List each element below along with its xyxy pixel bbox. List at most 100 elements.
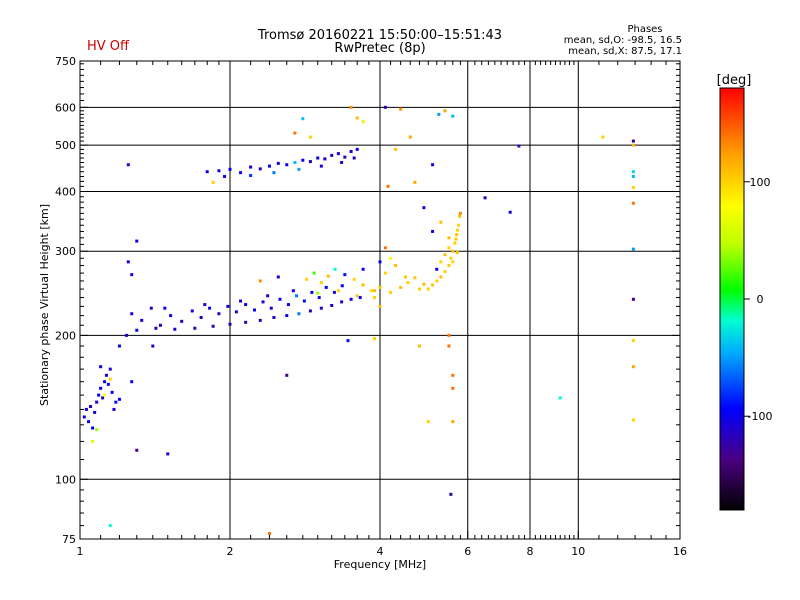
data-point bbox=[417, 344, 421, 348]
data-point bbox=[312, 271, 316, 275]
data-point bbox=[631, 143, 635, 147]
x-tick-label: 2 bbox=[227, 545, 234, 558]
x-tick-label: 16 bbox=[673, 545, 687, 558]
data-point bbox=[84, 407, 88, 411]
data-point bbox=[453, 241, 457, 245]
data-point bbox=[226, 304, 230, 308]
x-tick-label: 10 bbox=[571, 545, 585, 558]
data-point bbox=[631, 247, 635, 251]
data-point bbox=[458, 214, 462, 218]
data-point bbox=[389, 290, 393, 294]
data-point bbox=[417, 287, 421, 291]
data-point bbox=[431, 229, 435, 233]
data-point bbox=[439, 275, 443, 279]
data-point bbox=[228, 322, 232, 326]
data-point bbox=[217, 312, 221, 316]
data-point bbox=[517, 144, 521, 148]
data-point bbox=[154, 326, 158, 330]
data-point bbox=[330, 153, 334, 157]
data-point bbox=[383, 271, 387, 275]
y-tick-label: 75 bbox=[62, 533, 76, 546]
data-point bbox=[451, 260, 455, 264]
data-point bbox=[239, 171, 243, 175]
data-point bbox=[631, 201, 635, 205]
data-point bbox=[422, 206, 426, 210]
data-point bbox=[130, 312, 134, 316]
data-point bbox=[97, 393, 101, 397]
data-point bbox=[82, 415, 86, 419]
data-point bbox=[403, 275, 407, 279]
data-point bbox=[631, 174, 635, 178]
data-point bbox=[305, 277, 309, 281]
data-point bbox=[308, 135, 312, 139]
data-point bbox=[103, 393, 107, 397]
x-tick-label: 4 bbox=[377, 545, 384, 558]
data-point bbox=[483, 196, 487, 200]
chart-title: Tromsø 20160221 15:50:00–15:51:43 bbox=[257, 28, 502, 43]
data-point bbox=[422, 282, 426, 286]
data-point bbox=[95, 428, 99, 432]
data-point bbox=[319, 164, 323, 168]
data-point bbox=[267, 164, 271, 168]
y-tick-label: 200 bbox=[55, 329, 76, 342]
data-point bbox=[166, 452, 170, 456]
data-point bbox=[291, 289, 295, 293]
data-point bbox=[244, 320, 248, 324]
data-point bbox=[394, 264, 398, 268]
data-points bbox=[82, 105, 635, 536]
chart-subtitle: RwPretec (8p) bbox=[334, 41, 425, 56]
data-point bbox=[193, 326, 197, 330]
data-point bbox=[108, 377, 112, 381]
data-point bbox=[343, 273, 347, 277]
data-point bbox=[332, 290, 336, 294]
data-point bbox=[340, 300, 344, 304]
data-point bbox=[361, 283, 365, 287]
data-point bbox=[378, 260, 382, 264]
data-point bbox=[631, 297, 635, 301]
data-point bbox=[108, 524, 112, 528]
data-point bbox=[106, 382, 110, 386]
data-point bbox=[228, 167, 232, 171]
data-point bbox=[91, 426, 95, 430]
data-point bbox=[140, 318, 144, 322]
data-point bbox=[361, 267, 365, 271]
data-point bbox=[319, 306, 323, 310]
data-point bbox=[558, 396, 562, 400]
data-point bbox=[631, 418, 635, 422]
data-point bbox=[378, 285, 382, 289]
data-point bbox=[104, 373, 108, 377]
data-point bbox=[447, 236, 451, 240]
data-point bbox=[234, 310, 238, 314]
data-point bbox=[399, 285, 403, 289]
data-point bbox=[244, 303, 248, 307]
data-point bbox=[447, 344, 451, 348]
data-point bbox=[451, 249, 455, 253]
colorbar-tick-label: 0 bbox=[757, 293, 764, 306]
data-point bbox=[394, 147, 398, 151]
data-point bbox=[99, 365, 103, 369]
data-point bbox=[352, 277, 356, 281]
data-point bbox=[455, 228, 459, 232]
data-point bbox=[449, 256, 453, 260]
data-point bbox=[373, 337, 377, 341]
x-tick-label: 1 bbox=[77, 545, 84, 558]
data-point bbox=[346, 339, 350, 343]
data-point bbox=[258, 167, 262, 171]
data-point bbox=[149, 306, 153, 310]
data-point bbox=[239, 299, 243, 303]
data-point bbox=[449, 492, 453, 496]
data-point bbox=[361, 120, 365, 124]
data-point bbox=[413, 180, 417, 184]
data-point bbox=[276, 275, 280, 279]
data-point bbox=[340, 160, 344, 164]
data-point bbox=[355, 294, 359, 298]
data-point bbox=[399, 107, 403, 111]
data-point bbox=[169, 314, 173, 318]
y-tick-labels: 75 100 200 300 400 500 600 750 bbox=[55, 55, 76, 546]
data-point bbox=[114, 400, 118, 404]
data-point bbox=[439, 260, 443, 264]
status-label: HV Off bbox=[87, 39, 130, 54]
data-point bbox=[373, 296, 377, 300]
data-point bbox=[447, 333, 451, 337]
data-point bbox=[383, 246, 387, 250]
